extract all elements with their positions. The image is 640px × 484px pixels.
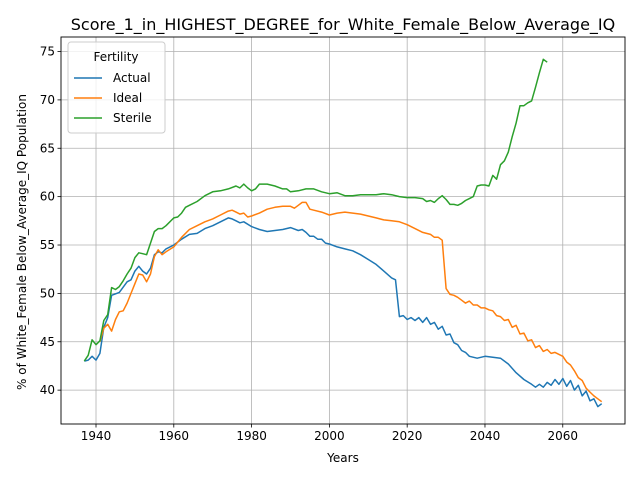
series-line-ideal — [99, 201, 603, 403]
legend-box — [67, 41, 166, 134]
legend-entries: Actual Ideal Sterile — [74, 71, 152, 125]
x-tick-label: 1960 — [159, 429, 190, 443]
grid-lines — [61, 37, 625, 424]
x-tick-label: 2060 — [547, 429, 578, 443]
y-tick-label: 70 — [40, 93, 55, 107]
legend-label-ideal: Ideal — [113, 91, 142, 105]
series-lines — [83, 58, 603, 408]
legend: Fertility Actual Ideal Sterile — [67, 41, 166, 134]
y-tick-label: 60 — [40, 190, 55, 204]
y-tick-label: 50 — [40, 286, 55, 300]
y-tick-label: 65 — [40, 141, 55, 155]
plot-area-frame — [60, 36, 626, 425]
chart-title: Score_1_in_HIGHEST_DEGREE_for_White_Fema… — [71, 15, 616, 35]
series-line-sterile — [83, 58, 548, 362]
legend-label-actual: Actual — [113, 71, 151, 85]
x-axis-label: Years — [326, 451, 359, 465]
legend-title: Fertility — [93, 50, 138, 64]
x-tick-label: 1980 — [236, 429, 267, 443]
legend-label-sterile: Sterile — [113, 111, 152, 125]
x-tick-label: 2020 — [392, 429, 423, 443]
x-tick-label: 2040 — [470, 429, 501, 443]
y-axis-label: % of White_Female Below_Average_IQ Popul… — [15, 94, 29, 390]
x-tick-label: 2000 — [314, 429, 345, 443]
y-tick-label: 55 — [40, 238, 55, 252]
x-tick-label: 1940 — [81, 429, 112, 443]
y-tick-label: 40 — [40, 383, 55, 397]
y-tick-label: 75 — [40, 45, 55, 59]
axis-ticks: 1940 1960 1980 2000 2020 2040 2060 40 45 50 55 60 65… — [40, 45, 578, 443]
y-tick-label: 45 — [40, 335, 55, 349]
